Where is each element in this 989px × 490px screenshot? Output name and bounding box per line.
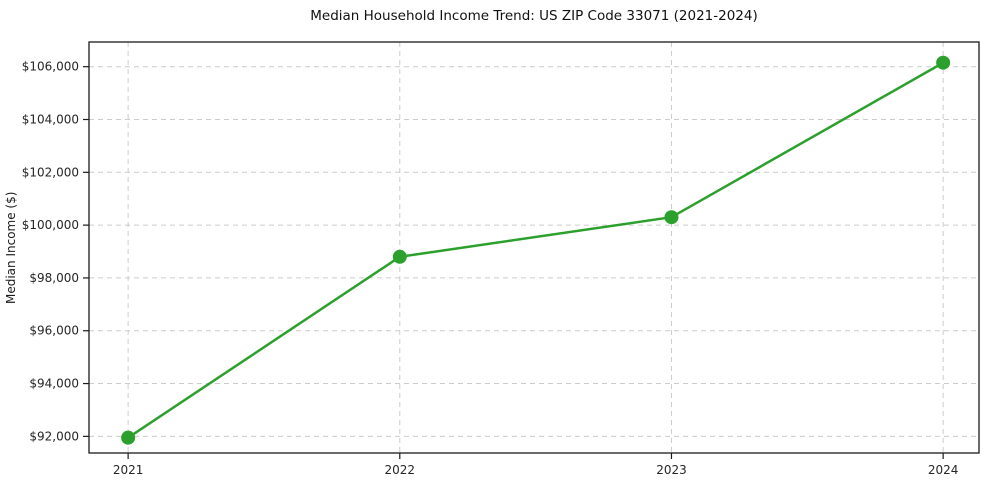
y-tick-label: $102,000 [22, 165, 79, 179]
data-point-marker [936, 55, 951, 70]
x-tick-label: 2024 [928, 463, 959, 477]
y-tick-label: $100,000 [22, 218, 79, 232]
y-tick-label: $98,000 [29, 271, 79, 285]
y-tick-label: $96,000 [29, 324, 79, 338]
y-tick-label: $104,000 [22, 112, 79, 126]
trend-line [126, 61, 945, 439]
y-tick-label: $94,000 [29, 377, 79, 391]
data-point-marker [392, 249, 407, 264]
x-tick-label: 2022 [385, 463, 416, 477]
x-tick-label: 2023 [656, 463, 687, 477]
data-point-marker [121, 430, 136, 445]
x-tick-label: 2021 [113, 463, 144, 477]
y-tick-label: $92,000 [29, 429, 79, 443]
plot-border [88, 41, 980, 454]
data-point-marker [664, 210, 679, 225]
chart-title: Median Household Income Trend: US ZIP Co… [310, 8, 758, 24]
y-tick-label: $106,000 [22, 60, 79, 74]
y-axis-label: Median Income ($) [4, 191, 18, 304]
